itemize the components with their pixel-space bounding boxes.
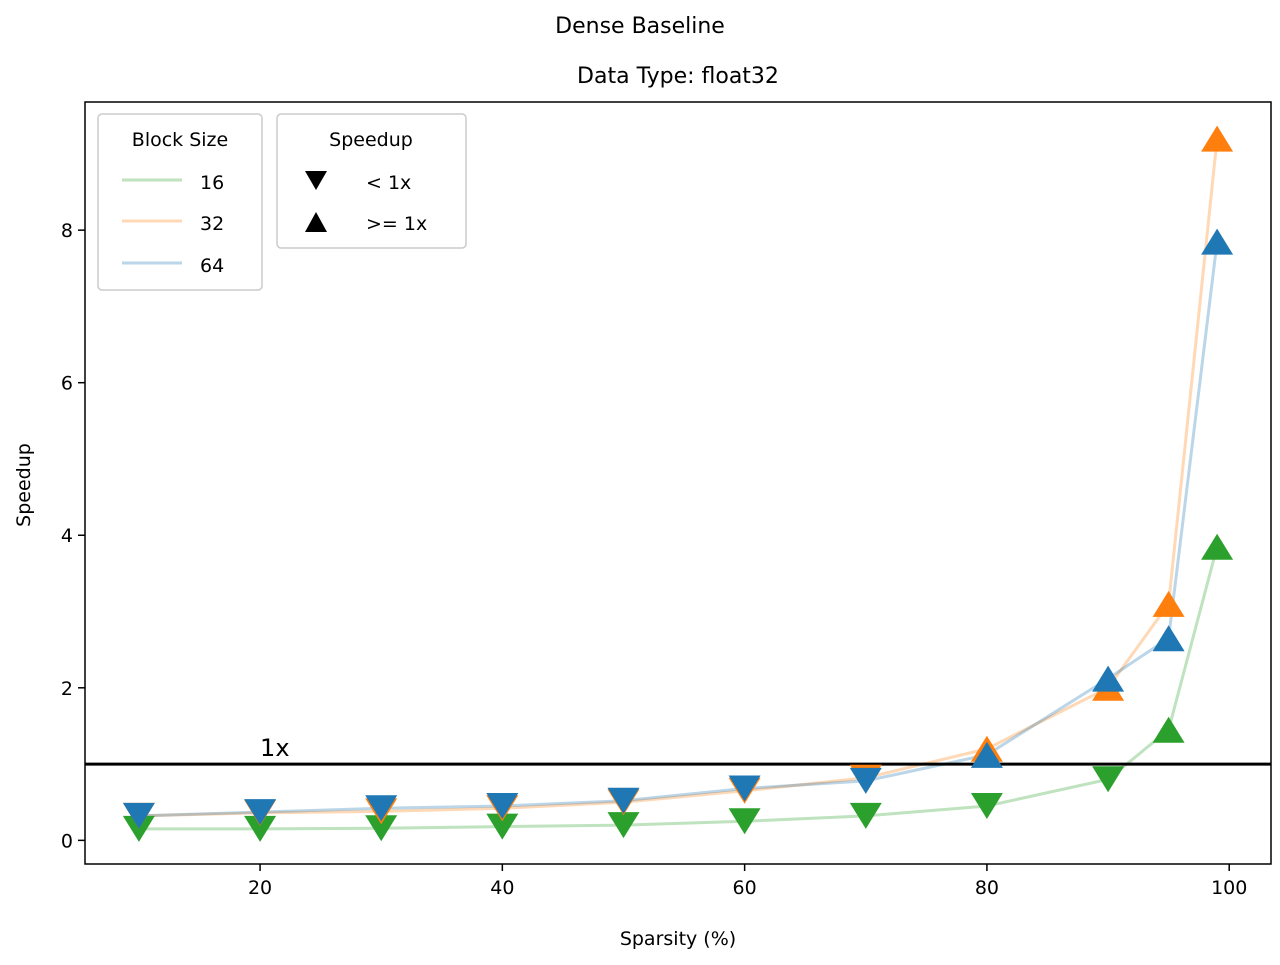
series-markers xyxy=(122,125,1234,842)
chart-title: Data Type: float32 xyxy=(577,64,779,89)
marker-down-64 xyxy=(365,795,398,822)
axis-ticks: 20 40 60 80 100 0 2 4 6 8 xyxy=(61,220,1247,899)
legend-speedup: Speedup < 1x >= 1x xyxy=(276,113,467,249)
plot-frame xyxy=(84,101,1272,865)
legend-label-32: 32 xyxy=(200,213,224,235)
marker-up-16 xyxy=(1152,716,1185,743)
legend-label-below-1x: < 1x xyxy=(366,172,411,194)
marker-up-32 xyxy=(1201,125,1234,152)
marker-down-16 xyxy=(728,808,761,835)
marker-down-16 xyxy=(365,815,398,842)
marker-down-64 xyxy=(122,802,155,829)
marker-down-16 xyxy=(607,812,640,839)
marker-up-64 xyxy=(1201,228,1234,255)
y-tick-label: 6 xyxy=(61,373,73,395)
legend-triangle-up-icon xyxy=(305,212,327,232)
y-tick-label: 2 xyxy=(61,678,73,700)
marker-up-64 xyxy=(1092,665,1125,692)
figure-suptitle: Dense Baseline xyxy=(555,14,725,39)
x-tick-label: 40 xyxy=(490,877,514,899)
legend-label-16: 16 xyxy=(200,172,224,194)
marker-down-64 xyxy=(849,767,882,794)
legend-label-at-least-1x: >= 1x xyxy=(366,213,427,235)
marker-down-16 xyxy=(970,793,1003,819)
marker-up-16 xyxy=(1201,533,1234,560)
legend-label-64: 64 xyxy=(200,255,224,277)
series-line-16 xyxy=(138,546,1219,831)
legend-speedup-title: Speedup xyxy=(329,129,413,151)
marker-up-64 xyxy=(1152,625,1185,652)
marker-up-32 xyxy=(1152,590,1185,617)
x-axis-label: Sparsity (%) xyxy=(620,928,736,950)
y-axis-label: Speedup xyxy=(13,443,35,527)
marker-down-64 xyxy=(728,775,761,802)
x-tick-label: 80 xyxy=(975,877,999,899)
marker-up-64 xyxy=(970,741,1003,768)
y-tick-label: 8 xyxy=(61,220,73,242)
y-tick-label: 0 xyxy=(61,830,73,852)
marker-down-64 xyxy=(607,787,640,814)
legend-block-size: Block Size 16 32 64 xyxy=(97,113,263,291)
x-tick-label: 60 xyxy=(733,877,757,899)
marker-down-16 xyxy=(1092,766,1125,793)
y-tick-label: 4 xyxy=(61,525,73,547)
reference-line-label: 1x xyxy=(260,734,289,762)
marker-down-64 xyxy=(486,793,519,819)
legend-block-size-title: Block Size xyxy=(132,129,228,151)
marker-down-16 xyxy=(244,815,277,842)
x-tick-label: 20 xyxy=(248,877,272,899)
marker-down-16 xyxy=(849,802,882,829)
x-tick-label: 100 xyxy=(1211,877,1247,899)
legend-block-size-box xyxy=(97,113,263,291)
series-line-64 xyxy=(138,241,1219,818)
legend-speedup-box xyxy=(276,113,467,249)
marker-down-16 xyxy=(486,813,519,840)
legend-triangle-down-icon xyxy=(305,171,327,190)
marker-down-64 xyxy=(244,799,277,826)
